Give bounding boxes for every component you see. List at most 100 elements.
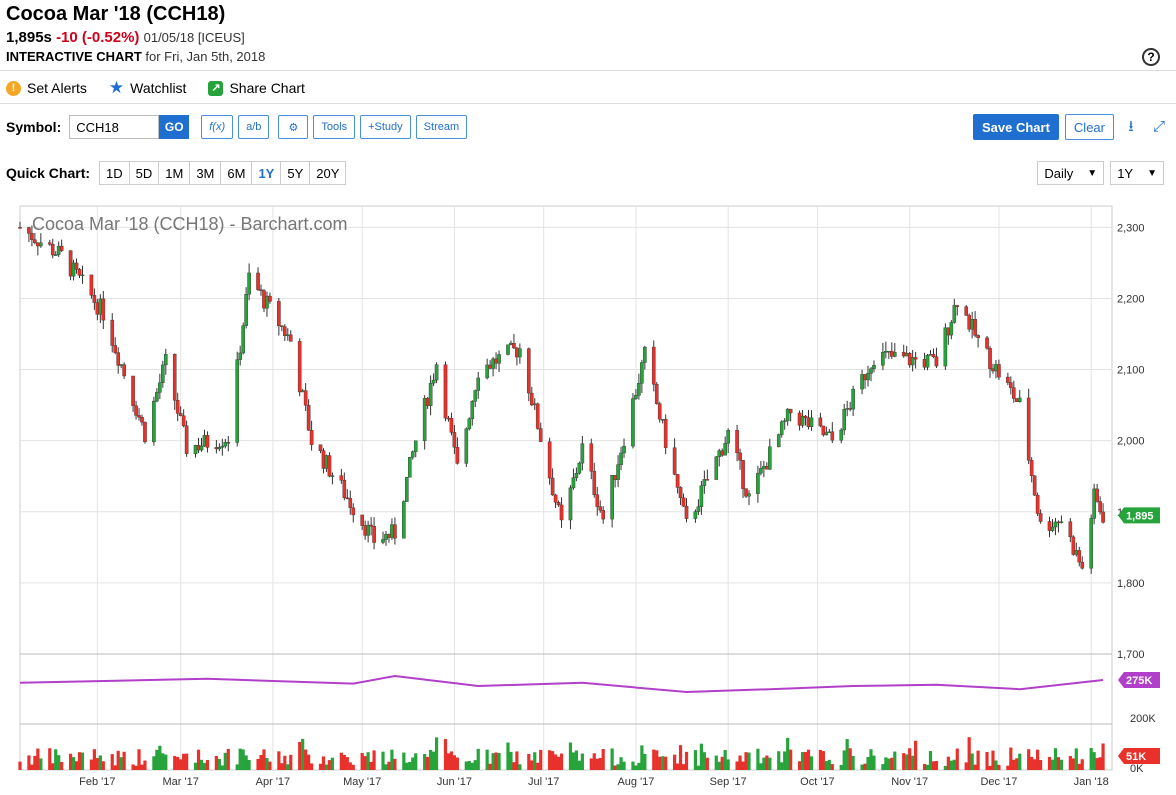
add-study-button[interactable]: +Study <box>360 115 411 139</box>
save-chart-button[interactable]: Save Chart <box>973 114 1059 140</box>
candle-body <box>39 242 43 247</box>
candle-body <box>928 354 933 356</box>
download-icon[interactable]: ⭳ <box>1128 118 1134 135</box>
volume-bar <box>783 751 787 770</box>
volume-bar <box>74 761 79 770</box>
volume-bar <box>467 761 471 770</box>
volume-bar <box>1056 757 1061 770</box>
volume-bar <box>369 761 373 770</box>
candle-body <box>1074 550 1079 555</box>
range-button-1m[interactable]: 1M <box>158 161 191 185</box>
go-button[interactable]: GO <box>159 115 190 139</box>
candle-body <box>643 346 647 363</box>
candle-body <box>589 443 594 472</box>
volume-bar <box>327 760 332 770</box>
volume-bar <box>756 748 760 770</box>
candle-body <box>74 262 79 270</box>
interval-select[interactable]: Daily ▼ <box>1037 161 1105 185</box>
candle-body <box>672 447 677 475</box>
volume-bar <box>803 752 808 770</box>
period-select[interactable]: 1Y ▼ <box>1110 161 1164 185</box>
symbol-input[interactable] <box>69 115 160 139</box>
volume-bar <box>1012 759 1016 770</box>
volume-bar <box>809 756 814 770</box>
volume-bar <box>911 755 915 770</box>
volume-bar <box>247 759 251 770</box>
volume-bar <box>92 749 96 770</box>
candle-body <box>137 415 141 418</box>
candle-body <box>640 362 644 384</box>
candle-body <box>244 293 248 326</box>
watchlist-button[interactable]: ★ Watchlist <box>109 78 187 98</box>
candle-body <box>321 450 326 469</box>
volume-bar <box>595 758 599 770</box>
volume-bar <box>1071 758 1075 770</box>
volume-bar <box>681 764 686 770</box>
candle-body <box>884 351 888 353</box>
candle-body <box>470 400 475 420</box>
candle-body <box>110 319 115 346</box>
candle-body <box>113 345 118 353</box>
candle-body <box>892 351 897 357</box>
candle-body <box>702 479 707 486</box>
candle-body <box>1077 550 1082 563</box>
volume-bar <box>1068 755 1072 770</box>
candle-body <box>881 351 885 366</box>
volume-bar <box>908 748 912 770</box>
share-chart-button[interactable]: ↗ Share Chart <box>208 78 305 98</box>
share-chart-label: Share Chart <box>229 80 305 96</box>
range-button-5d[interactable]: 5D <box>128 161 160 185</box>
range-button-3m[interactable]: 3M <box>189 161 222 185</box>
candle-body <box>80 274 85 277</box>
candle-body <box>262 290 266 309</box>
stream-button[interactable]: Stream <box>415 115 468 139</box>
candle-body <box>744 488 748 497</box>
candle-body <box>116 352 120 366</box>
candle-body <box>50 244 55 256</box>
volume-bar <box>414 753 418 770</box>
expand-icon[interactable]: ⤢ <box>1152 118 1165 135</box>
candle-body <box>964 306 969 316</box>
clear-button[interactable]: Clear <box>1064 114 1114 140</box>
range-button-20y[interactable]: 20Y <box>309 161 347 185</box>
range-button-1d[interactable]: 1D <box>99 161 130 185</box>
set-alerts-button[interactable]: ! Set Alerts <box>6 78 87 98</box>
function-button[interactable]: f(x) <box>201 115 234 139</box>
candle-body <box>134 405 138 416</box>
tools-button[interactable]: Tools <box>313 115 356 139</box>
settings-gear-icon[interactable]: ⚙ <box>278 115 309 139</box>
x-tick-label: Jan '18 <box>1074 776 1109 788</box>
candle-body <box>202 435 207 447</box>
interval-value: Daily <box>1044 165 1074 181</box>
candle-body <box>259 289 263 291</box>
range-button-6m[interactable]: 6M <box>220 161 253 185</box>
last-price-tag-shape <box>1118 507 1160 524</box>
volume-bar <box>116 750 120 770</box>
candle-body <box>161 364 165 383</box>
candle-body <box>538 428 543 442</box>
volume-bar <box>137 749 141 770</box>
volume-bar <box>113 765 117 770</box>
candle-body <box>696 506 701 512</box>
volume-bar <box>33 755 37 770</box>
candle-body <box>300 390 305 393</box>
help-icon[interactable]: ? <box>1142 48 1160 66</box>
range-button-5y[interactable]: 5Y <box>280 161 311 185</box>
volume-bar <box>173 756 177 770</box>
volume-bar <box>161 753 165 770</box>
volume-bar <box>780 762 784 770</box>
candle-body <box>946 327 951 336</box>
quote-line: 1,895s -10 (-0.52%) 01/05/18 [ICEUS] <box>6 28 265 48</box>
volume-bar <box>446 753 451 770</box>
volume-bar <box>839 764 843 770</box>
ratio-button[interactable]: a/b <box>238 115 270 139</box>
range-button-1y[interactable]: 1Y <box>251 161 282 185</box>
watchlist-label: Watchlist <box>130 80 187 96</box>
volume-bar <box>60 761 64 770</box>
volume-bar <box>18 761 22 770</box>
volume-bar <box>601 749 605 770</box>
candle-body <box>473 390 478 402</box>
y-tick-label: 2,100 <box>1117 365 1145 377</box>
volume-bar <box>747 752 751 770</box>
